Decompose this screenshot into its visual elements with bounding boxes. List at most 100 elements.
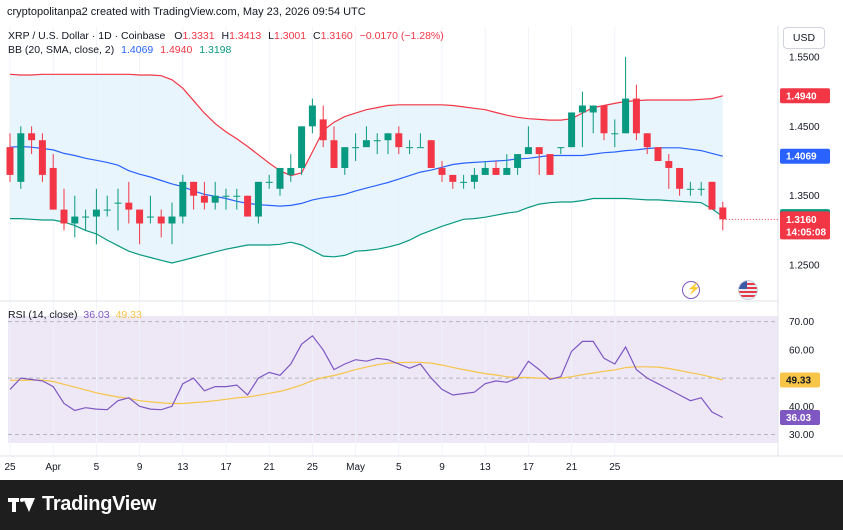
candle (481, 161, 489, 175)
candle-body (686, 188, 694, 190)
time-tick-label: 9 (439, 462, 445, 473)
candle (146, 195, 154, 224)
candle-body (38, 140, 46, 175)
rsi-tick-label: 60.00 (789, 345, 814, 356)
close-label: C (313, 30, 321, 42)
candle (697, 181, 705, 196)
candle (449, 174, 457, 189)
candle (514, 154, 522, 175)
candle-body (438, 167, 446, 175)
time-axis[interactable]: 25 Apr 5 9 13 17 21 25 May 5 9 13 17 21 25 (4, 462, 620, 473)
candle (362, 126, 370, 148)
candle-body (568, 112, 576, 148)
candle-body (308, 105, 316, 127)
chart-attribution: cryptopolitanpa2 created with TradingVie… (7, 6, 366, 18)
symbol-label[interactable]: XRP / U.S. Dollar · 1D · Coinbase (8, 30, 166, 42)
candle (438, 161, 446, 182)
candle (265, 174, 273, 189)
bolt-icon[interactable]: ⚡ (682, 281, 701, 299)
price-tick-label: 1.4500 (789, 122, 820, 133)
candle (28, 126, 36, 155)
candle-body (125, 202, 133, 210)
candle-body (298, 126, 306, 168)
candle (179, 174, 187, 224)
candle (157, 209, 165, 238)
bb-lower-value: 1.3198 (199, 44, 232, 56)
price-axis[interactable]: 1.5500 1.4500 1.3500 1.2500 (789, 52, 820, 271)
candle-body (265, 181, 273, 183)
candle-body (460, 181, 468, 183)
price-tick-label: 1.3500 (789, 191, 820, 202)
bollinger-band-fill (10, 74, 723, 263)
candle (276, 167, 284, 196)
bb-basis-value: 1.4069 (121, 44, 154, 56)
candle (168, 202, 176, 245)
rsi-label[interactable]: RSI (14, close) (8, 309, 78, 321)
candle (244, 195, 252, 217)
candle-body (211, 195, 219, 203)
bollinger-legend: BB (20, SMA, close, 2) 1.4069 1.4940 1.3… (8, 44, 231, 56)
candle (643, 133, 651, 155)
candle-body (622, 98, 630, 134)
time-tick-label: 25 (609, 462, 621, 473)
candle (211, 181, 219, 210)
candle (341, 147, 349, 175)
candle (470, 167, 478, 189)
rsi-legend: RSI (14, close) 36.03 49.33 (8, 309, 142, 321)
candle-body (578, 105, 586, 113)
candle (190, 181, 198, 210)
candle-body (82, 216, 90, 218)
price-tick-label: 1.5500 (789, 52, 820, 63)
us-flag-icon[interactable] (738, 280, 758, 300)
candle-body (362, 140, 370, 148)
candle (92, 188, 100, 245)
candle-body (708, 181, 716, 210)
candle (114, 188, 122, 231)
candle-body (276, 167, 284, 189)
candle (395, 126, 403, 155)
candle (6, 133, 14, 182)
candle (82, 209, 90, 231)
candle-body (665, 161, 673, 168)
candle-body (233, 195, 241, 197)
bb-label[interactable]: BB (20, SMA, close, 2) (8, 44, 115, 56)
candle (384, 133, 392, 155)
time-tick-label: 21 (566, 462, 578, 473)
candle-body (352, 147, 360, 149)
axis-badges: 1.49401.40691.31981.316014:05:0849.3336.… (780, 88, 830, 426)
candle (568, 112, 576, 148)
candles[interactable] (6, 56, 727, 245)
footer: TradingView (8, 493, 156, 516)
rsi-ma-value: 49.33 (115, 309, 142, 321)
rsi-axis: 70.00 60.00 40.00 30.00 (789, 317, 814, 441)
time-tick-label: May (346, 462, 365, 473)
candle (622, 56, 630, 134)
candle (665, 154, 673, 189)
candle (708, 181, 716, 210)
candle-body (244, 195, 252, 217)
candle-body (654, 147, 662, 162)
candle (60, 188, 68, 231)
rsi-value: 36.03 (83, 309, 110, 321)
candle (427, 140, 435, 168)
candle (535, 147, 543, 175)
bollinger-basis-line (9, 145, 723, 207)
time-tick-label: 25 (4, 462, 16, 473)
candle-body (179, 181, 187, 217)
currency-button[interactable]: USD (783, 27, 825, 49)
candle (416, 133, 424, 149)
candle-body (697, 188, 705, 190)
candle-body (319, 119, 327, 141)
candle (200, 181, 208, 210)
candle (222, 188, 230, 210)
time-tick-label: 17 (523, 462, 535, 473)
candle (686, 181, 694, 196)
candle-body (222, 195, 230, 197)
price-and-rsi-chart[interactable]: 1.5500 1.4500 1.3500 1.2500 70.00 60.00 40.00… (0, 0, 843, 480)
rsi-levels (8, 321, 778, 436)
open-label: O (174, 30, 183, 42)
candle-body (427, 140, 435, 168)
candle-body (632, 98, 640, 134)
candle (557, 147, 565, 155)
last-price-badge-bg (780, 211, 830, 240)
